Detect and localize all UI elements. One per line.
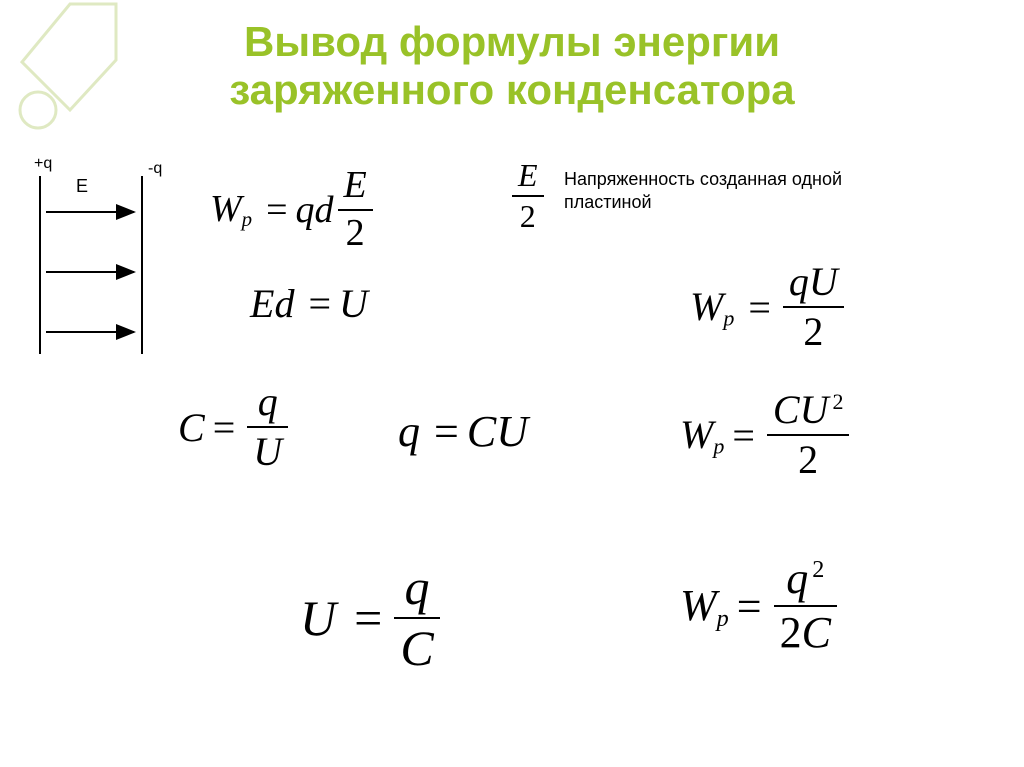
sym-q4: q: [398, 406, 420, 457]
sym-c2: C: [467, 406, 496, 457]
sym-sq2: 2: [808, 556, 824, 583]
formula-wp-qd-e2: Wp = q d E 2: [210, 165, 377, 255]
sym-sub-p4: p: [717, 605, 729, 632]
sym-sub-p: p: [242, 207, 252, 231]
sym-u4: U: [496, 406, 528, 457]
sym-u6: U: [300, 589, 336, 647]
formula-e-over-2: E 2: [508, 158, 548, 234]
sym-q2: q: [789, 259, 809, 304]
formula-ed-u: Ed = U: [250, 280, 368, 327]
sym-sub-p2: p: [723, 305, 734, 330]
plate-label-plus: +q: [34, 155, 52, 173]
sym-e2: E: [512, 158, 544, 193]
sym-u5: U: [800, 387, 829, 432]
sym-2e: 2: [780, 608, 802, 657]
sym-eq7: =: [336, 589, 390, 647]
capacitor-diagram: [30, 172, 160, 362]
sym-d: d: [315, 188, 334, 232]
sym-d2: d: [274, 280, 294, 327]
title-line2: заряженного конденсатора: [229, 66, 794, 113]
sym-eq3: =: [734, 284, 779, 331]
sym-q5: q: [398, 560, 435, 615]
formula-u-qc: U = q C: [300, 560, 444, 676]
formula-wp-cu2-2: Wp = CU2 2: [680, 388, 853, 482]
sym-sq: 2: [828, 389, 843, 414]
formula-wp-qu2: Wp = qU 2: [690, 260, 848, 354]
sym-w: W: [210, 188, 242, 230]
sym-2c: 2: [797, 310, 829, 354]
sym-e3: E: [250, 280, 274, 327]
sym-eq5: =: [420, 406, 467, 457]
formula-c-qu: C = q U: [178, 380, 292, 474]
sym-q: q: [296, 188, 315, 232]
sym-w3: W: [680, 412, 713, 457]
slide-title: Вывод формулы энергии заряженного конден…: [0, 18, 1024, 115]
sym-c4: C: [394, 621, 439, 676]
sym-eq: =: [252, 188, 295, 232]
sym-u3: U: [247, 430, 288, 474]
formula-q-cu: q = CU: [398, 406, 528, 457]
sym-q6: q: [786, 554, 808, 603]
sym-u: U: [339, 280, 368, 327]
slide: Вывод формулы энергии заряженного конден…: [0, 0, 1024, 767]
sym-2b: 2: [514, 199, 542, 234]
formula-wp-q2-2c: Wp = q2 2C: [680, 555, 841, 658]
sym-c5: C: [802, 608, 831, 657]
sym-eq2: =: [294, 280, 339, 327]
note-text: Напряженность созданная одной пластиной: [564, 168, 884, 213]
sym-2d: 2: [792, 438, 824, 482]
sym-sub-p3: p: [713, 433, 724, 458]
sym-w4: W: [680, 581, 717, 630]
title-line1: Вывод формулы энергии: [244, 18, 780, 65]
sym-eq6: =: [724, 412, 763, 459]
sym-c: C: [178, 404, 205, 451]
sym-eq4: =: [205, 404, 244, 451]
sym-e: E: [338, 165, 373, 207]
sym-w2: W: [690, 284, 723, 329]
sym-2: 2: [340, 213, 371, 255]
sym-u2: U: [809, 259, 838, 304]
sym-q3: q: [252, 380, 284, 424]
sym-c3: C: [773, 387, 800, 432]
sym-eq8: =: [729, 581, 770, 632]
